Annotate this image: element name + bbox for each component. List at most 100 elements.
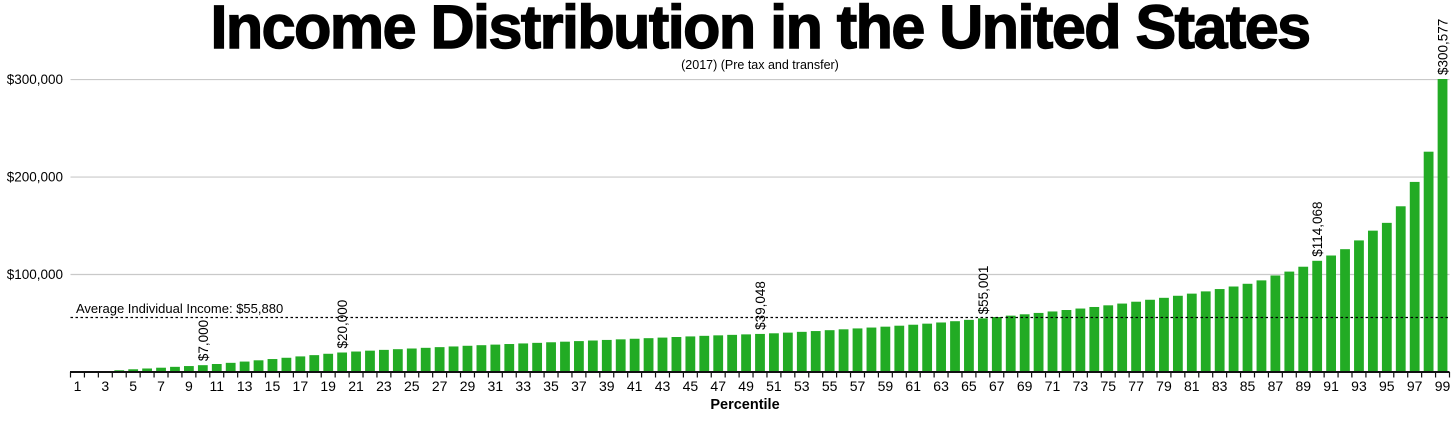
bar [1256, 280, 1267, 372]
x-axis-tick-label: 13 [237, 378, 253, 394]
bar [309, 355, 320, 372]
bar [434, 347, 445, 372]
bar [1019, 314, 1030, 372]
bar [755, 333, 765, 372]
bar [1326, 255, 1337, 372]
x-axis-tick-label: 5 [129, 378, 137, 394]
bar [560, 341, 570, 372]
x-axis-tick-label: 67 [989, 378, 1005, 394]
bar [281, 357, 292, 372]
x-axis-tick-label: 61 [905, 378, 921, 394]
x-axis-tick-label: 25 [404, 378, 420, 394]
bar [392, 349, 403, 372]
x-axis-tick-label: 17 [293, 378, 309, 394]
x-axis-tick-label: 3 [101, 378, 109, 394]
bar [671, 337, 682, 372]
bar [1437, 78, 1448, 372]
x-axis-tick-label: 31 [488, 378, 504, 394]
bar [448, 346, 459, 372]
x-axis-tick-label: 27 [432, 378, 448, 394]
x-axis-tick-label: 43 [655, 378, 671, 394]
x-axis-tick-label: 39 [599, 378, 615, 394]
x-axis-tick-label: 51 [766, 378, 782, 394]
x-axis-tick-label: 19 [320, 378, 336, 394]
bar [267, 359, 278, 372]
bar-value-annotation: $7,000 [196, 320, 211, 361]
bar [476, 345, 487, 372]
x-axis-title: Percentile [710, 397, 780, 413]
bar [824, 330, 835, 372]
bar [1367, 230, 1378, 372]
bar [337, 352, 348, 372]
bar [1103, 305, 1114, 372]
bar [782, 332, 793, 372]
bar [1172, 295, 1183, 372]
bar [1354, 240, 1364, 372]
bar [1131, 301, 1141, 372]
x-axis-tick-label: 97 [1407, 378, 1423, 394]
x-axis-tick-label: 1 [74, 378, 82, 394]
x-axis-tick-label: 15 [265, 378, 281, 394]
bar [838, 329, 849, 372]
bar [546, 342, 556, 372]
bar [1075, 308, 1086, 372]
x-axis-tick-label: 79 [1156, 378, 1172, 394]
x-axis-tick-label: 59 [878, 378, 894, 394]
bar [685, 336, 696, 372]
x-axis-tick-label: 85 [1240, 378, 1256, 394]
bar [365, 350, 375, 372]
bar [977, 318, 988, 372]
x-axis-tick-label: 77 [1128, 378, 1144, 394]
bar [156, 367, 166, 372]
x-axis-tick-label: 49 [738, 378, 754, 394]
x-axis-tick-label: 55 [822, 378, 838, 394]
bar [615, 339, 626, 372]
x-axis-tick-label: 11 [209, 378, 224, 394]
bar [1145, 299, 1155, 372]
x-axis-tick-label: 73 [1073, 378, 1089, 394]
bar [1061, 310, 1072, 372]
x-axis-tick-label: 87 [1268, 378, 1284, 394]
bar-value-annotation: $39,048 [753, 281, 768, 330]
bar [351, 351, 361, 372]
bar-value-annotation: $300,577 [1436, 19, 1451, 75]
x-axis-tick-label: 47 [710, 378, 726, 394]
bar [713, 335, 724, 372]
bar [1340, 249, 1350, 372]
x-axis-tick-label: 33 [515, 378, 531, 394]
bar [894, 325, 905, 372]
chart-title: Income Distribution in the United States [210, 0, 1312, 61]
x-axis-tick-label: 65 [961, 378, 977, 394]
bar [225, 362, 236, 372]
bar [741, 334, 751, 372]
bar [908, 324, 919, 372]
chart-subtitle: (2017) (Pre tax and transfer) [681, 58, 839, 72]
bar [323, 353, 334, 372]
bar [295, 356, 306, 372]
bar [601, 339, 612, 372]
bar [1270, 275, 1281, 372]
bar [211, 364, 222, 372]
bar [1200, 291, 1211, 372]
x-axis-tick-label: 81 [1184, 378, 1200, 394]
x-axis-tick-label: 63 [933, 378, 949, 394]
bar [1033, 312, 1044, 372]
bar [1423, 151, 1434, 372]
bar-value-annotation: $55,001 [976, 266, 991, 315]
bar [1159, 297, 1169, 372]
bar [379, 349, 389, 372]
bar [462, 345, 473, 372]
bar [629, 338, 640, 372]
bar [406, 348, 417, 372]
bar [197, 365, 208, 372]
x-axis-tick-label: 37 [571, 378, 587, 394]
bar [657, 337, 668, 372]
bar [699, 335, 710, 372]
bar [810, 331, 821, 372]
x-axis-tick-label: 71 [1045, 378, 1061, 394]
bar [1047, 311, 1058, 372]
bar [643, 338, 654, 372]
bar [253, 360, 264, 372]
